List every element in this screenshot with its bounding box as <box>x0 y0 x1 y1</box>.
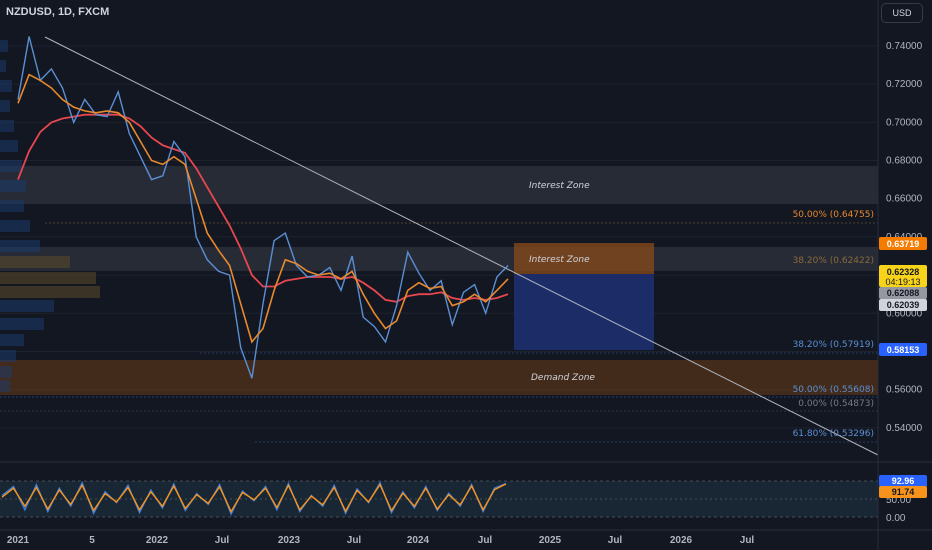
price-line <box>17 36 509 379</box>
badge-current-price: 0.62328 04:19:13 <box>879 265 927 287</box>
badge-stoch-d: 91.74 <box>879 486 927 498</box>
volume-profile-bar <box>0 60 6 72</box>
fib-label-618: 61.80% (0.53296) <box>793 429 874 439</box>
fib-label-0: 0.00% (0.54873) <box>798 399 874 409</box>
interest-zone-upper-label: Interest Zone <box>529 181 590 191</box>
y-tick-label: 0.54000 <box>886 423 923 434</box>
volume-profile-bar <box>0 180 26 192</box>
y-tick-label: 0.56000 <box>886 385 923 396</box>
demand-zone-label: Demand Zone <box>531 373 595 383</box>
volume-profile-bar <box>0 256 70 268</box>
badge-target-top-text: 0.63719 <box>887 239 920 249</box>
ema-fast-line <box>17 73 509 344</box>
badge-ema-slow: 0.62039 <box>879 299 927 311</box>
y-tick-label: 0.68000 <box>886 156 923 167</box>
y-tick-label: 0.74000 <box>886 41 923 52</box>
interest-zone-lower-label: Interest Zone <box>529 255 590 265</box>
badge-current-price-text: 0.62328 <box>887 267 920 277</box>
trend-line <box>44 36 879 456</box>
badge-countdown-text: 04:19:13 <box>885 277 920 287</box>
interest-zone-lower <box>0 247 878 271</box>
x-tick-label: Jul <box>478 535 493 546</box>
x-tick-label: Jul <box>347 535 362 546</box>
y-tick-label: 0.72000 <box>886 79 923 90</box>
fib-label-50-lower: 50.00% (0.55608) <box>793 385 874 395</box>
projection-box-blue <box>514 274 654 350</box>
volume-profile-bar <box>0 220 30 232</box>
badge-target-bottom-text: 0.58153 <box>887 345 920 355</box>
x-tick-label: 2023 <box>278 535 301 546</box>
x-tick-label: 5 <box>89 535 95 546</box>
demand-zone <box>0 360 878 395</box>
x-tick-label: 2026 <box>670 535 693 546</box>
y-tick-label: 0.66000 <box>886 194 923 205</box>
badge-stoch-k-text: 92.96 <box>892 476 915 486</box>
projection-box-orange <box>514 243 654 274</box>
volume-profile-bar <box>0 160 22 172</box>
x-tick-label: 2021 <box>7 535 30 546</box>
stoch-d-line <box>1 483 507 514</box>
stoch-y-tick-label: 50.00 <box>886 495 911 506</box>
x-tick-label: 2025 <box>539 535 562 546</box>
volume-profile-bar <box>0 240 40 252</box>
symbol-title: NZDUSD, 1D, FXCM <box>6 6 110 18</box>
volume-profile-bar <box>0 80 12 92</box>
volume-profile-bar <box>0 350 16 362</box>
volume-profile-bar <box>0 380 10 392</box>
volume-profile-bar <box>0 40 8 52</box>
volume-profile-bar <box>0 300 54 312</box>
volume-profile-bar <box>0 334 24 346</box>
interest-zone-upper <box>0 166 878 204</box>
fib-label-382-upper: 38.20% (0.62422) <box>793 256 874 266</box>
badge-stoch-k: 92.96 <box>879 475 927 487</box>
volume-profile-bar <box>0 140 18 152</box>
y-tick-label: 0.60000 <box>886 308 923 319</box>
currency-button[interactable]: USD <box>881 3 923 23</box>
x-axis[interactable]: 2021 5 2022 Jul 2023 Jul 2024 Jul 2025 Jul 2026 Jul <box>7 535 755 546</box>
badge-stoch-d-text: 91.74 <box>892 487 915 497</box>
badge-target-top: 0.63719 <box>879 237 927 250</box>
x-tick-label: Jul <box>740 535 755 546</box>
fib-label-382-lower: 38.20% (0.57919) <box>793 340 874 350</box>
volume-profile-bar <box>0 286 100 298</box>
badge-ema-fast-text: 0.62088 <box>887 288 920 298</box>
x-tick-label: 2024 <box>407 535 430 546</box>
x-tick-label: 2022 <box>146 535 169 546</box>
volume-profile-bar <box>0 366 12 378</box>
y-tick-label: 0.70000 <box>886 117 923 128</box>
x-tick-label: Jul <box>608 535 623 546</box>
volume-profile-bar <box>0 120 14 132</box>
volume-profile-bar <box>0 100 10 112</box>
badge-ema-fast: 0.62088 <box>879 287 927 299</box>
badge-target-bottom: 0.58153 <box>879 343 927 356</box>
volume-profile-bar <box>0 200 24 212</box>
badge-ema-slow-text: 0.62039 <box>887 300 920 310</box>
x-tick-label: Jul <box>215 535 230 546</box>
volume-profile-bar <box>0 272 96 284</box>
stoch-y-tick-label: 0.00 <box>886 513 906 524</box>
volume-profile <box>0 40 100 392</box>
fib-label-50-upper: 50.00% (0.64755) <box>793 210 874 220</box>
volume-profile-bar <box>0 318 44 330</box>
